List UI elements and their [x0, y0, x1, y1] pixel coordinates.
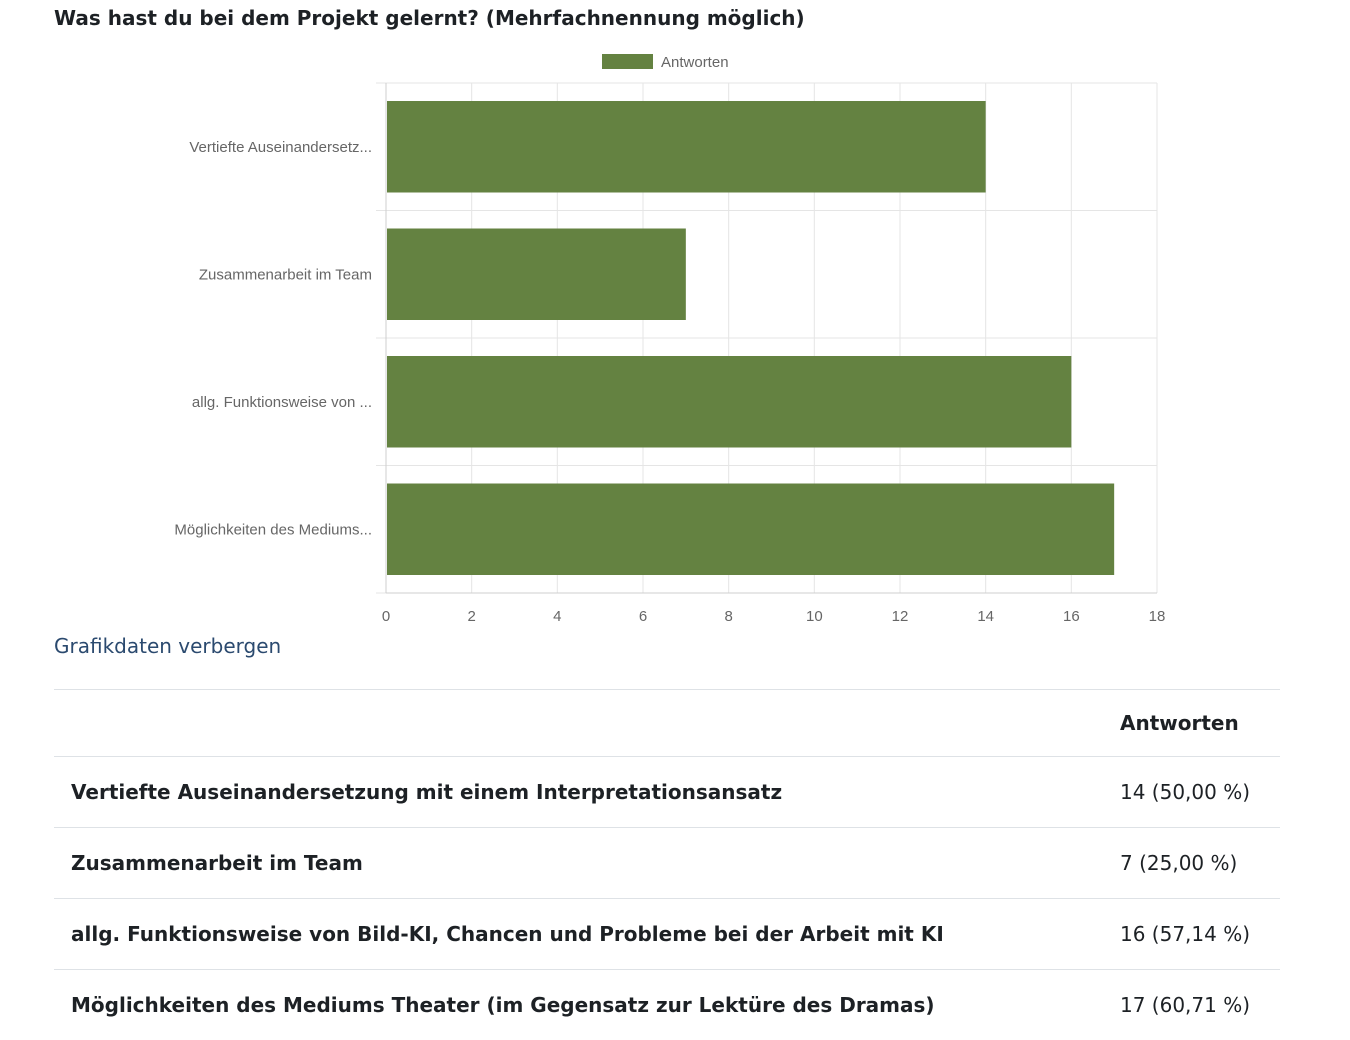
legend-swatch[interactable]	[602, 54, 653, 69]
row-label: Vertiefte Auseinandersetzung mit einem I…	[54, 757, 1103, 828]
table-row: allg. Funktionsweise von Bild-KI, Chance…	[54, 899, 1280, 970]
x-tick-label: 8	[724, 608, 732, 625]
row-value: 7 (25,00 %)	[1103, 828, 1280, 899]
table-header-value: Antworten	[1103, 690, 1280, 757]
x-tick-label: 16	[1063, 608, 1080, 625]
y-category-label: Vertiefte Auseinandersetz...	[189, 139, 372, 156]
bar[interactable]	[387, 229, 686, 321]
x-tick-label: 14	[977, 608, 994, 625]
row-label: Möglichkeiten des Mediums Theater (im Ge…	[54, 970, 1103, 1040]
table-header-label	[54, 690, 1103, 757]
table-header-row: Antworten	[54, 690, 1280, 757]
legend-label[interactable]: Antworten	[661, 54, 729, 71]
x-tick-label: 0	[382, 608, 390, 625]
toggle-chart-data-link[interactable]: Grafikdaten verbergen	[54, 634, 281, 658]
y-category-label: Zusammenarbeit im Team	[199, 266, 372, 283]
x-tick-label: 6	[639, 608, 647, 625]
chart-data-table: Antworten Vertiefte Auseinandersetzung m…	[54, 689, 1280, 1040]
x-tick-label: 10	[806, 608, 823, 625]
chart-legend[interactable]: Antworten	[602, 54, 729, 71]
bar[interactable]	[387, 101, 986, 193]
x-tick-label: 18	[1149, 608, 1166, 625]
table-row: Vertiefte Auseinandersetzung mit einem I…	[54, 757, 1280, 828]
table-row: Zusammenarbeit im Team 7 (25,00 %)	[54, 828, 1280, 899]
x-tick-label: 2	[467, 608, 475, 625]
x-tick-label: 4	[553, 608, 561, 625]
x-tick-label: 12	[892, 608, 909, 625]
table-row: Möglichkeiten des Mediums Theater (im Ge…	[54, 970, 1280, 1040]
bar-chart: 0 2 4 6 8 10 12 14 16 18 Vertiefte Auseinandersetz…	[0, 0, 1350, 640]
row-value: 14 (50,00 %)	[1103, 757, 1280, 828]
y-category-label: Möglichkeiten des Mediums...	[174, 521, 372, 538]
y-category-label: allg. Funktionsweise von ...	[192, 394, 372, 411]
row-label: allg. Funktionsweise von Bild-KI, Chance…	[54, 899, 1103, 970]
bar[interactable]	[387, 356, 1071, 448]
row-label: Zusammenarbeit im Team	[54, 828, 1103, 899]
row-value: 16 (57,14 %)	[1103, 899, 1280, 970]
row-value: 17 (60,71 %)	[1103, 970, 1280, 1040]
bar[interactable]	[387, 484, 1114, 576]
